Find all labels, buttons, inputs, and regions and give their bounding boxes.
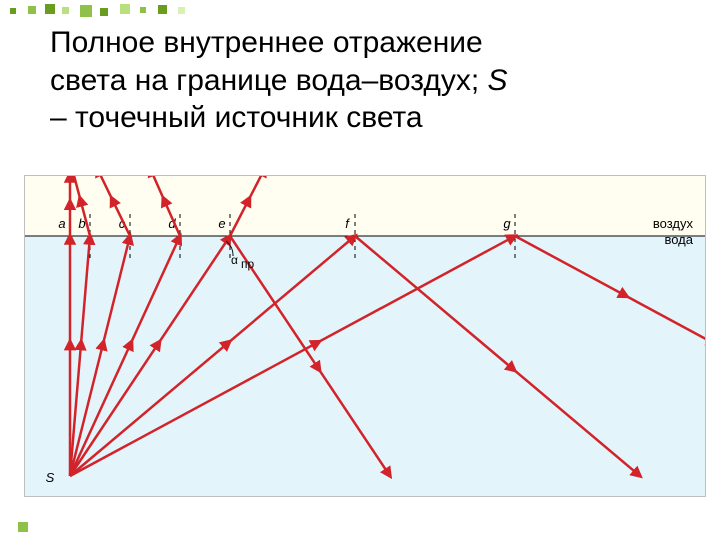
deco-square [10,8,16,14]
svg-text:e: e [218,216,225,231]
title-line1: Полное внутреннее отражение [50,26,483,59]
deco-square [140,7,146,13]
svg-text:пр: пр [241,257,254,271]
svg-text:a: a [58,216,65,231]
title-line2a: света на границе вода–воздух; [50,64,488,97]
deco-square [80,5,92,17]
svg-text:S: S [46,470,55,485]
deco-square [28,6,36,14]
slide-title: Полное внутреннее отражение света на гра… [50,24,690,137]
diagram-svg: abcdefgαпрSвоздухвода [25,176,705,496]
deco-square [178,7,185,14]
deco-square [158,5,167,14]
svg-text:α: α [231,253,238,267]
title-s: S [488,64,508,97]
deco-square [62,7,69,14]
svg-text:вода: вода [664,232,693,247]
slide: Полное внутреннее отражение света на гра… [0,0,720,540]
svg-text:воздух: воздух [653,216,694,231]
svg-text:g: g [503,216,511,231]
deco-square [120,4,130,14]
diagram: abcdefgαпрSвоздухвода [24,175,706,497]
title-line3: – точечный источник света [50,101,423,134]
deco-square [100,8,108,16]
bottom-bullet-icon [18,522,28,532]
deco-square [45,4,55,14]
